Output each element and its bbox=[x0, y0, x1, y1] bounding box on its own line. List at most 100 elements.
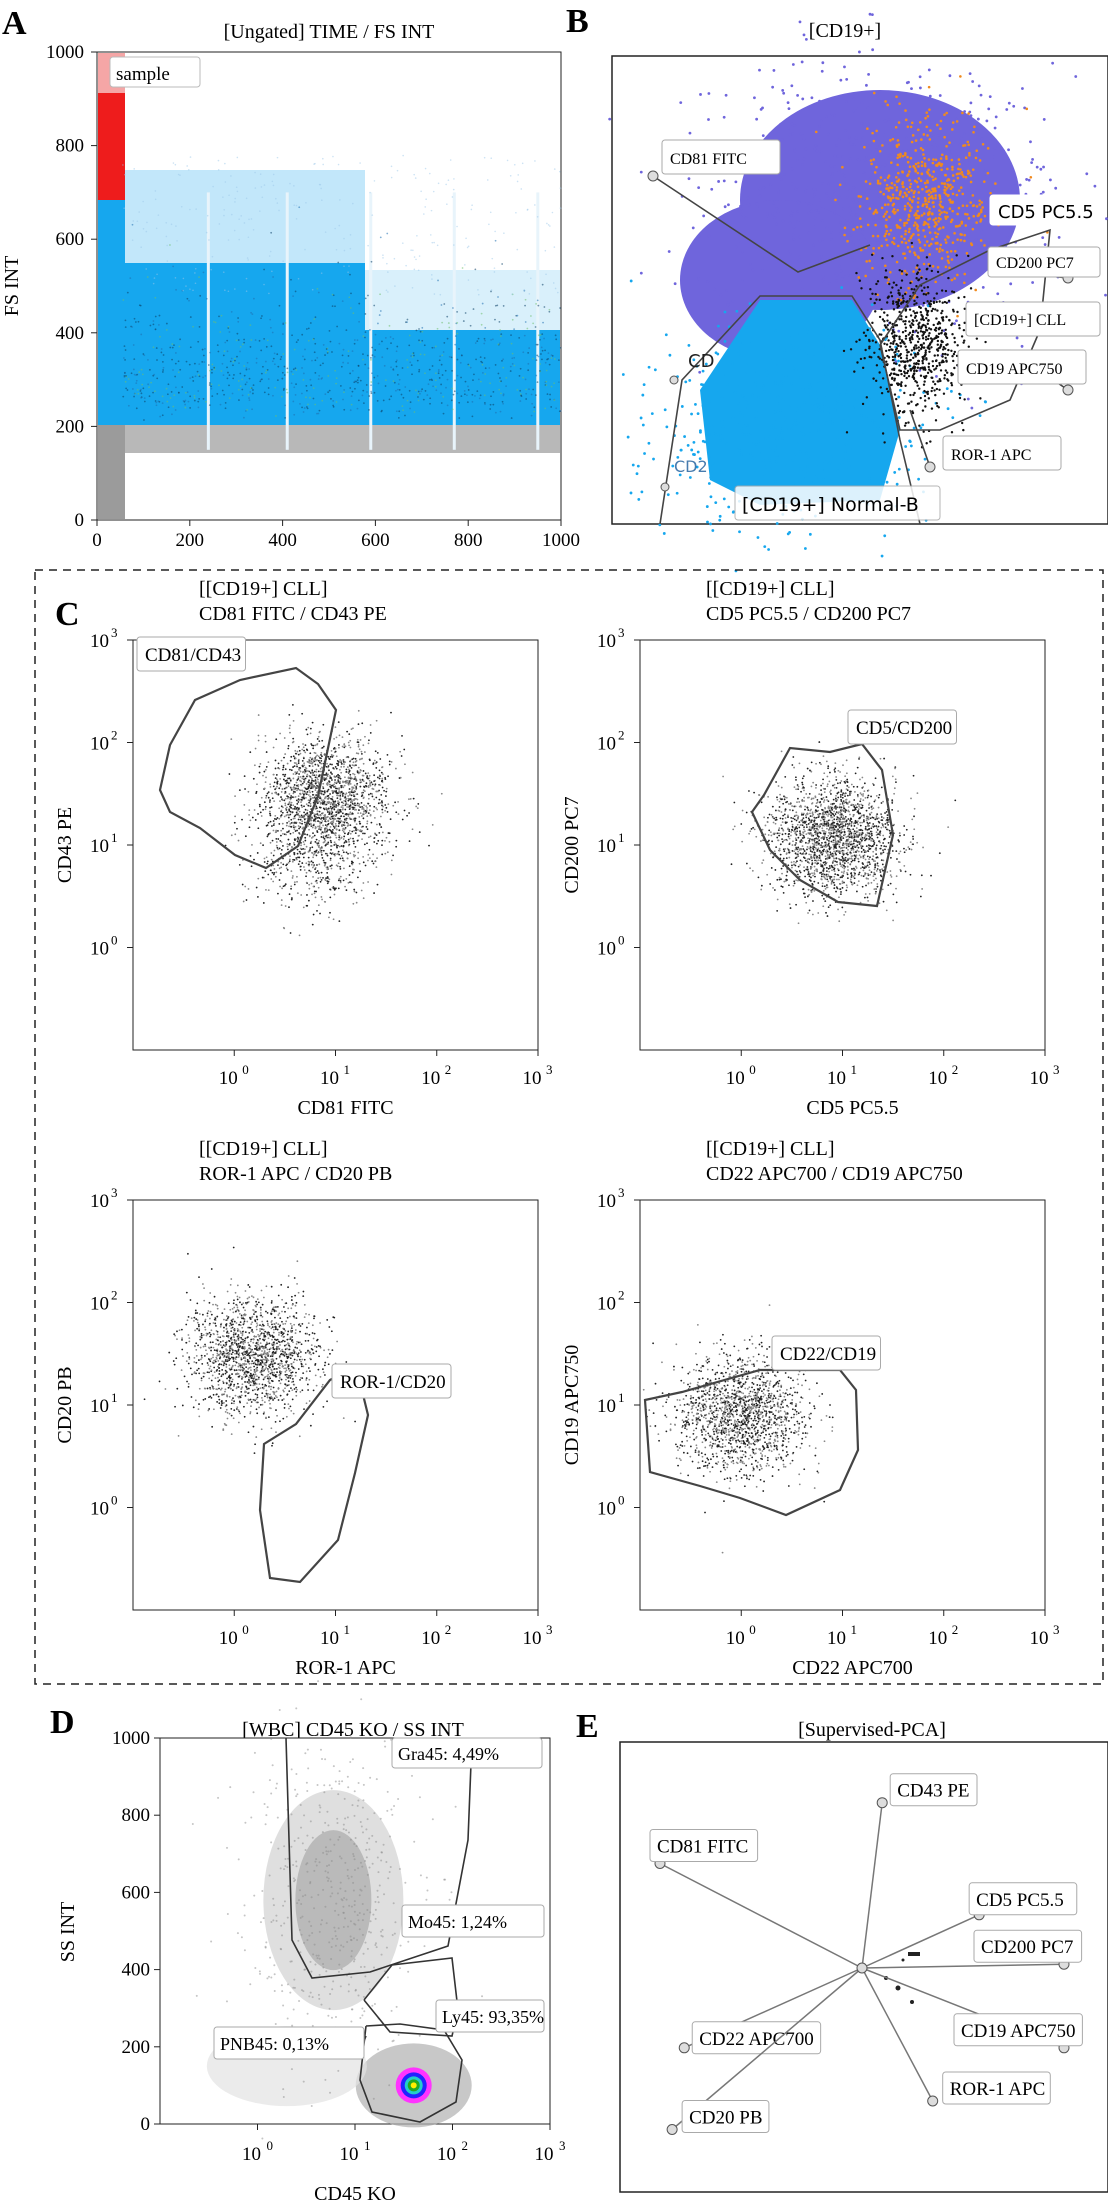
panel-a-event bbox=[179, 174, 181, 176]
panel-a-event bbox=[302, 372, 305, 375]
population-orange-event bbox=[859, 195, 863, 198]
panel-a-event bbox=[148, 395, 151, 398]
panel-a-event bbox=[127, 404, 130, 407]
panel-a-event bbox=[189, 346, 192, 349]
population-orange-event bbox=[994, 182, 997, 185]
panel-c-event bbox=[351, 786, 354, 789]
panel-a-event bbox=[431, 241, 434, 244]
population-purple-event bbox=[924, 144, 928, 147]
population-orange-event bbox=[884, 264, 887, 268]
panel-a-event bbox=[396, 169, 399, 172]
panel-a-event bbox=[309, 396, 311, 399]
panel-a-event bbox=[178, 345, 181, 348]
population-purple-event bbox=[963, 110, 967, 113]
panel-c-event bbox=[337, 721, 340, 724]
population-purple-event bbox=[1093, 184, 1097, 188]
panel-c-event bbox=[399, 750, 402, 753]
population-purple-event bbox=[994, 115, 998, 119]
panel-a-event bbox=[446, 315, 449, 318]
panel-a-event bbox=[550, 354, 553, 357]
population-blue-event bbox=[774, 371, 778, 375]
population-cll-event bbox=[915, 311, 919, 314]
population-purple-event bbox=[826, 132, 830, 136]
population-purple-event bbox=[918, 75, 922, 79]
panel-c-event bbox=[258, 765, 261, 768]
population-blue-event bbox=[741, 341, 745, 345]
panel-a-event bbox=[402, 154, 404, 157]
panel-c-event bbox=[311, 761, 314, 764]
population-orange-event bbox=[901, 154, 905, 158]
panel-a-event bbox=[245, 277, 248, 280]
population-cll-event bbox=[923, 330, 927, 334]
panel-a-event bbox=[332, 155, 334, 158]
panel-a-event bbox=[454, 379, 456, 382]
population-blue-event bbox=[805, 352, 808, 355]
panel-a-event bbox=[267, 393, 270, 396]
population-cll-event bbox=[902, 297, 905, 300]
population-orange-event bbox=[963, 233, 967, 237]
panel-a-event bbox=[488, 223, 490, 226]
panel-a-event bbox=[477, 337, 480, 340]
population-orange-event bbox=[936, 266, 940, 269]
panel-a-event bbox=[293, 348, 296, 351]
population-cll-event bbox=[885, 343, 889, 346]
panel-a-event bbox=[545, 380, 548, 383]
panel-c-event bbox=[341, 804, 344, 807]
population-cll-event bbox=[915, 361, 918, 365]
panel-a-event bbox=[205, 231, 208, 234]
population-cll-event bbox=[921, 409, 925, 412]
population-purple-event bbox=[955, 319, 958, 323]
population-cll-event bbox=[903, 391, 906, 395]
population-orange-event bbox=[959, 75, 962, 78]
population-cll-event bbox=[919, 366, 922, 370]
panel-a-event bbox=[186, 297, 189, 300]
population-orange-event bbox=[959, 238, 963, 242]
population-blue-event bbox=[755, 370, 759, 374]
population-blue-event bbox=[791, 426, 795, 430]
panel-c-event bbox=[345, 779, 348, 782]
population-cll-event bbox=[907, 375, 911, 378]
population-purple-event bbox=[913, 199, 916, 203]
population-orange-event bbox=[884, 100, 887, 103]
panel-a-event bbox=[130, 372, 133, 375]
population-blue-event bbox=[807, 457, 811, 460]
population-blue-event bbox=[723, 310, 727, 314]
panel-a-event bbox=[251, 313, 254, 316]
panel-a-event bbox=[152, 320, 155, 322]
population-purple-event bbox=[832, 189, 836, 193]
panel-a-event bbox=[210, 385, 213, 388]
panel-c-event bbox=[349, 773, 352, 776]
panel-a-event bbox=[421, 330, 424, 333]
population-orange-event bbox=[901, 195, 905, 199]
population-purple-event bbox=[830, 112, 834, 116]
panel-a-event bbox=[171, 346, 174, 349]
panel-a-event bbox=[388, 324, 391, 327]
panel-a-event bbox=[131, 388, 134, 390]
panel-a-event bbox=[238, 238, 240, 241]
panel-a-event bbox=[543, 306, 546, 308]
panel-a-y-tick-label: 0 bbox=[75, 510, 85, 531]
population-purple-event bbox=[954, 242, 958, 246]
panel-c-event bbox=[348, 780, 351, 782]
panel-a-event bbox=[396, 359, 398, 362]
panel-c-event bbox=[296, 802, 299, 805]
panel-a-event bbox=[281, 333, 284, 335]
population-orange-event bbox=[914, 216, 918, 220]
panel-c-event bbox=[376, 751, 379, 754]
population-cll-event bbox=[922, 318, 926, 322]
panel-a-event bbox=[254, 171, 256, 174]
panel-a-event bbox=[216, 392, 219, 395]
panel-a-event bbox=[387, 271, 389, 273]
population-orange-event bbox=[968, 153, 971, 157]
panel-a-event bbox=[201, 360, 204, 363]
panel-a-event bbox=[270, 231, 273, 234]
panel-a-event bbox=[528, 293, 531, 295]
population-purple-event bbox=[1027, 178, 1031, 182]
population-cll-event bbox=[918, 325, 921, 328]
population-purple-event bbox=[820, 69, 824, 73]
population-blue-event bbox=[768, 435, 772, 439]
population-cll-event bbox=[914, 314, 917, 318]
population-purple-event bbox=[726, 303, 730, 307]
population-cll-event bbox=[901, 294, 904, 298]
